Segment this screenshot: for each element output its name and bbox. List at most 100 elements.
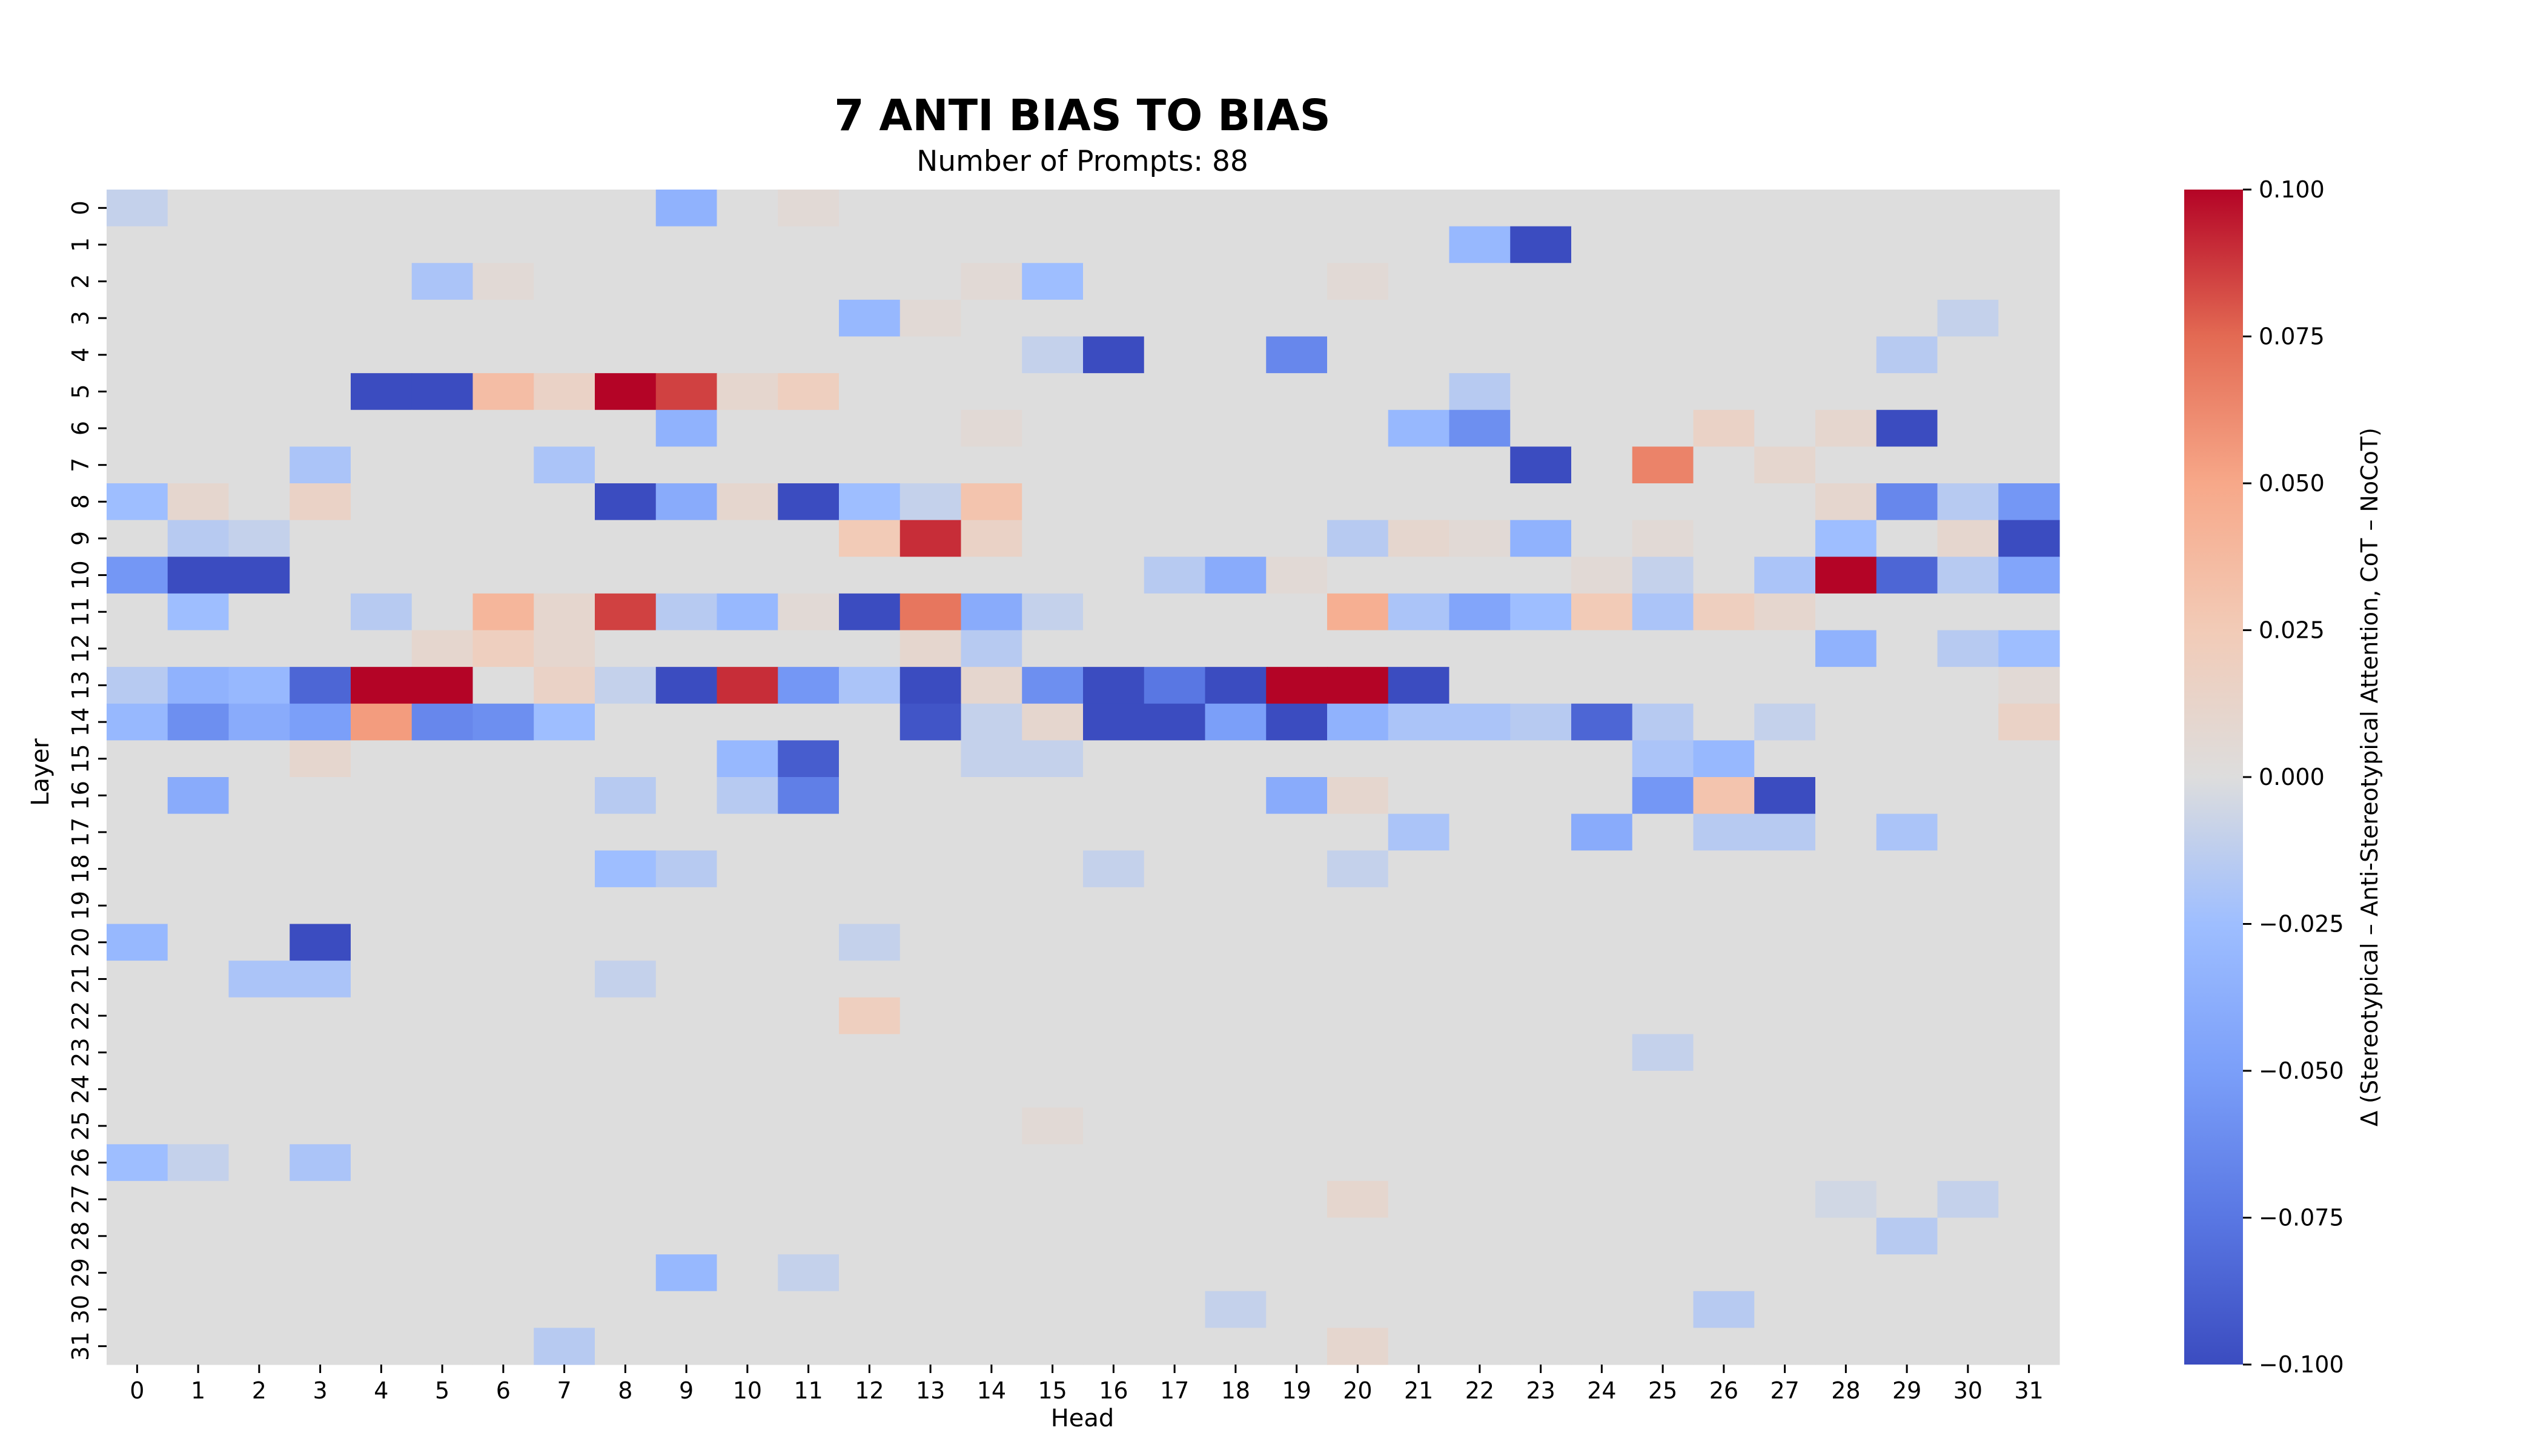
heatmap-cell <box>961 1217 1022 1255</box>
heatmap-cell <box>778 740 840 778</box>
heatmap-cell <box>411 557 474 594</box>
heatmap-cell <box>1327 1291 1389 1328</box>
heatmap-cell <box>1937 1107 1999 1145</box>
heatmap-cell <box>899 1034 962 1071</box>
heatmap-cell <box>107 483 168 521</box>
heatmap-cell <box>839 1328 901 1365</box>
heatmap-cell <box>1510 263 1572 300</box>
heatmap-cell <box>717 409 778 447</box>
heatmap-cell <box>595 1144 657 1182</box>
x-tick-label: 20 <box>1343 1377 1372 1404</box>
heatmap-cell <box>1083 740 1145 778</box>
heatmap-cell <box>351 593 412 631</box>
heatmap-cell <box>1693 813 1755 851</box>
heatmap-cell <box>1327 409 1389 447</box>
heatmap-cell <box>1449 703 1511 741</box>
heatmap-cell <box>1571 373 1633 411</box>
y-tick-label: 21 <box>67 964 94 993</box>
heatmap-cell <box>1632 1291 1694 1328</box>
heatmap-cell <box>1937 373 1999 411</box>
heatmap-cell <box>1632 1328 1694 1365</box>
heatmap-cell <box>1266 520 1328 557</box>
heatmap-cell <box>228 593 290 631</box>
heatmap-cell <box>1327 190 1389 227</box>
heatmap-cell <box>1083 1034 1145 1071</box>
heatmap-cell <box>778 997 840 1034</box>
x-tick-label: 25 <box>1648 1377 1677 1404</box>
colorbar-tick-label: −0.075 <box>2259 1205 2344 1231</box>
heatmap-cell <box>1083 1107 1145 1145</box>
heatmap-cell <box>1266 997 1328 1034</box>
heatmap-cell <box>1144 850 1206 888</box>
heatmap-cell <box>778 703 840 741</box>
heatmap-cell <box>839 703 901 741</box>
heatmap-cell <box>1266 1034 1328 1071</box>
heatmap-cell <box>472 1144 534 1182</box>
heatmap-cell <box>1571 557 1633 594</box>
heatmap-cell <box>1937 1217 1999 1255</box>
heatmap-cell <box>1266 740 1328 778</box>
heatmap-cell <box>717 997 778 1034</box>
heatmap-cell <box>1876 1217 1938 1255</box>
heatmap-cell <box>411 740 474 778</box>
heatmap-cell <box>534 1328 595 1365</box>
heatmap-cell <box>1876 373 1938 411</box>
heatmap-cell <box>839 924 901 961</box>
heatmap-cell <box>1571 1291 1633 1328</box>
heatmap-cell <box>1510 924 1572 961</box>
heatmap-cell <box>1022 1034 1084 1071</box>
heatmap-cell <box>228 409 290 447</box>
heatmap-cell <box>472 409 534 447</box>
heatmap-cell <box>655 409 718 447</box>
heatmap-cell <box>1388 961 1450 998</box>
heatmap-cell <box>167 409 230 447</box>
heatmap-cell <box>595 997 657 1034</box>
heatmap-cell <box>1754 924 1816 961</box>
heatmap-cell <box>411 1291 474 1328</box>
heatmap-cell <box>411 1328 474 1365</box>
heatmap-cell <box>839 1034 901 1071</box>
heatmap-cell <box>595 1071 657 1108</box>
heatmap-cell <box>1083 1254 1145 1292</box>
heatmap-cell <box>1815 777 1877 815</box>
heatmap-cell <box>778 887 840 925</box>
heatmap-cell <box>717 263 778 300</box>
heatmap-cell <box>1815 961 1877 998</box>
x-tick-label: 16 <box>1099 1377 1128 1404</box>
heatmap-cell <box>228 1217 290 1255</box>
heatmap-cell <box>290 850 351 888</box>
heatmap-cell <box>839 1144 901 1182</box>
heatmap-cell <box>1205 667 1267 704</box>
heatmap-cell <box>1632 703 1694 741</box>
heatmap-cell <box>899 557 962 594</box>
heatmap-cell <box>167 483 230 521</box>
heatmap-cell <box>1693 483 1755 521</box>
heatmap-cell <box>1815 850 1877 888</box>
heatmap-cell <box>290 409 351 447</box>
heatmap-cell <box>1327 336 1389 374</box>
heatmap-cell <box>961 850 1022 888</box>
heatmap-cell <box>534 520 595 557</box>
heatmap-cell <box>899 667 962 704</box>
heatmap-cell <box>1937 850 1999 888</box>
heatmap-cell <box>961 299 1022 337</box>
x-axis-ticks: 0 1 2 3 4 5 6 7 8 9 10 11 12 13 14 15 16 17 18 19 20 21 22 23 24… <box>130 1365 2044 1404</box>
heatmap-cell <box>1449 483 1511 521</box>
heatmap-cell <box>1510 190 1572 227</box>
heatmap-cell <box>107 813 168 851</box>
heatmap-cell <box>1327 593 1389 631</box>
heatmap-cell <box>778 667 840 704</box>
heatmap-cell <box>1815 373 1877 411</box>
heatmap-cell <box>411 1071 474 1108</box>
heatmap-cell <box>1693 961 1755 998</box>
heatmap-cell <box>1022 850 1084 888</box>
heatmap-cell <box>1937 997 1999 1034</box>
heatmap-cell <box>1022 299 1084 337</box>
heatmap-cell <box>655 1180 718 1219</box>
heatmap-cell <box>1327 1144 1389 1182</box>
heatmap-cell <box>1449 1291 1511 1328</box>
heatmap-cell <box>1510 593 1572 631</box>
heatmap-cell <box>778 1180 840 1219</box>
heatmap-cell <box>167 1291 230 1328</box>
x-tick-label: 21 <box>1404 1377 1433 1404</box>
